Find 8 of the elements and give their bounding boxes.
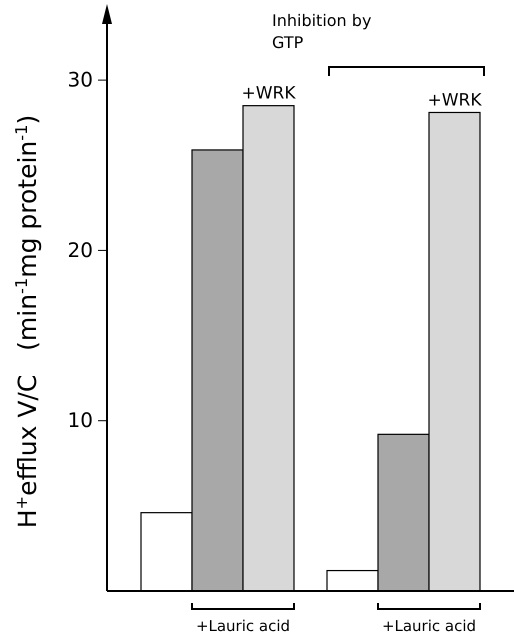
y-tick-label: 10 <box>68 408 93 432</box>
text: +Lauric acid <box>196 617 290 635</box>
y-tick-label: 30 <box>68 68 93 92</box>
annotation: +WRK <box>241 84 296 104</box>
y-tick-label: 20 <box>68 238 93 262</box>
annotation: +WRK <box>427 90 482 110</box>
annotation: Inhibition by GTP <box>272 11 372 52</box>
text: +Lauric acid <box>382 617 476 635</box>
